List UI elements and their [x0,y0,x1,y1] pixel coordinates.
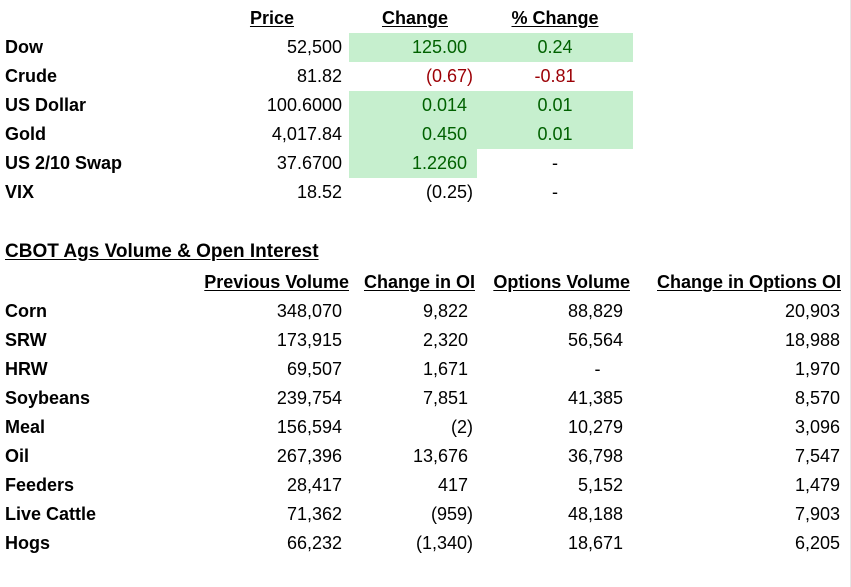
change-options-oi-cell: 3,096 [794,417,840,437]
options-volume-cell: 48,188 [567,504,623,524]
header-pct-change: % Change [511,8,599,28]
cbot-title-row: CBOT Ags Volume & Open Interest [0,237,851,266]
market-row-vix: VIX 18.52 (0.25) - [0,178,851,207]
prev-volume-cell: 66,232 [286,533,342,553]
change-cell: 125.00 [349,33,477,62]
change-options-oi-cell: 8,570 [794,388,840,408]
change-oi-cell: (1,340) [415,533,473,553]
change-oi-cell: (959) [430,504,473,524]
change-oi-cell: 2,320 [422,330,468,350]
market-row-gold: Gold 4,017.84 0.450 0.01 [0,120,851,149]
price-cell: 100.6000 [266,95,342,115]
row-label: Dow [5,37,43,57]
options-volume-cell: 36,798 [567,446,623,466]
row-label: US 2/10 Swap [5,153,123,173]
cbot-row-live-cattle: Live Cattle 71,362 (959) 48,188 7,903 [0,500,851,529]
price-cell: 81.82 [296,66,342,86]
change-options-oi-cell: 6,205 [794,533,840,553]
row-label: Crude [5,66,58,86]
row-label: VIX [5,182,35,202]
pct-change-cell: 0.01 [477,91,633,120]
change-options-oi-cell: 1,479 [794,475,840,495]
cbot-row-corn: Corn 348,070 9,822 88,829 20,903 [0,297,851,326]
section-title: CBOT Ags Volume & Open Interest [5,241,319,262]
row-label: SRW [5,330,47,350]
cbot-row-oil: Oil 267,396 13,676 36,798 7,547 [0,442,851,471]
cbot-row-meal: Meal 156,594 (2) 10,279 3,096 [0,413,851,442]
market-row-us-dollar: US Dollar 100.6000 0.014 0.01 [0,91,851,120]
cbot-row-hogs: Hogs 66,232 (1,340) 18,671 6,205 [0,529,851,558]
header-change-in-options-oi: Change in Options OI [657,272,841,292]
pct-change-cell: 0.01 [477,120,633,149]
market-row-dow: Dow 52,500 125.00 0.24 [0,33,851,62]
change-oi-cell: (2) [451,417,473,437]
pct-change-cell: 0.24 [477,33,633,62]
change-options-oi-cell: 7,547 [794,446,840,466]
options-volume-cell: 18,671 [567,533,623,553]
change-cell: (0.25) [425,182,473,202]
market-header-row: Price Change % Change [0,4,851,33]
row-label: Hogs [5,533,50,553]
options-volume-cell: - [594,359,601,379]
cbot-header-row: Previous Volume Change in OI Options Vol… [0,268,851,297]
price-cell: 52,500 [286,37,342,57]
cbot-row-hrw: HRW 69,507 1,671 - 1,970 [0,355,851,384]
row-label: Corn [5,301,47,321]
options-volume-cell: 10,279 [567,417,623,437]
cbot-row-srw: SRW 173,915 2,320 56,564 18,988 [0,326,851,355]
price-cell: 18.52 [296,182,342,202]
change-options-oi-cell: 20,903 [784,301,840,321]
prev-volume-cell: 156,594 [276,417,342,437]
pct-change-cell: - [552,153,558,173]
prev-volume-cell: 71,362 [286,504,342,524]
cbot-row-feeders: Feeders 28,417 417 5,152 1,479 [0,471,851,500]
change-cell: 0.014 [349,91,477,120]
prev-volume-cell: 239,754 [276,388,342,408]
pct-change-cell: - [552,182,558,202]
change-oi-cell: 1,671 [422,359,468,379]
header-change: Change [381,8,448,28]
row-label: Soybeans [5,388,91,408]
header-price: Price [249,8,295,28]
change-options-oi-cell: 7,903 [794,504,840,524]
change-oi-cell: 7,851 [422,388,468,408]
change-options-oi-cell: 1,970 [794,359,840,379]
row-label: Live Cattle [5,504,97,524]
options-volume-cell: 56,564 [567,330,623,350]
prev-volume-cell: 267,396 [276,446,342,466]
row-label: Feeders [5,475,75,495]
change-cell: 1.2260 [349,149,477,178]
change-oi-cell: 417 [437,475,468,495]
price-cell: 37.6700 [276,153,342,173]
row-label: Oil [5,446,30,466]
options-volume-cell: 5,152 [577,475,623,495]
price-cell: 4,017.84 [271,124,342,144]
prev-volume-cell: 173,915 [276,330,342,350]
change-cell: 0.450 [349,120,477,149]
pct-change-cell: -0.81 [534,66,576,86]
cbot-row-soybeans: Soybeans 239,754 7,851 41,385 8,570 [0,384,851,413]
change-oi-cell: 13,676 [412,446,468,466]
row-label: Gold [5,124,46,144]
row-label: US Dollar [5,95,87,115]
row-label: HRW [5,359,48,379]
market-row-us-2-10-swap: US 2/10 Swap 37.6700 1.2260 - [0,149,851,178]
market-row-crude: Crude 81.82 (0.67) -0.81 [0,62,851,91]
options-volume-cell: 88,829 [567,301,623,321]
change-options-oi-cell: 18,988 [784,330,840,350]
header-change-in-oi: Change in OI [363,272,475,292]
prev-volume-cell: 69,507 [286,359,342,379]
header-options-volume: Options Volume [493,272,630,292]
prev-volume-cell: 28,417 [286,475,342,495]
row-label: Meal [5,417,46,437]
prev-volume-cell: 348,070 [276,301,342,321]
change-cell: (0.67) [425,66,473,86]
change-oi-cell: 9,822 [422,301,468,321]
options-volume-cell: 41,385 [567,388,623,408]
header-previous-volume: Previous Volume [204,272,349,292]
